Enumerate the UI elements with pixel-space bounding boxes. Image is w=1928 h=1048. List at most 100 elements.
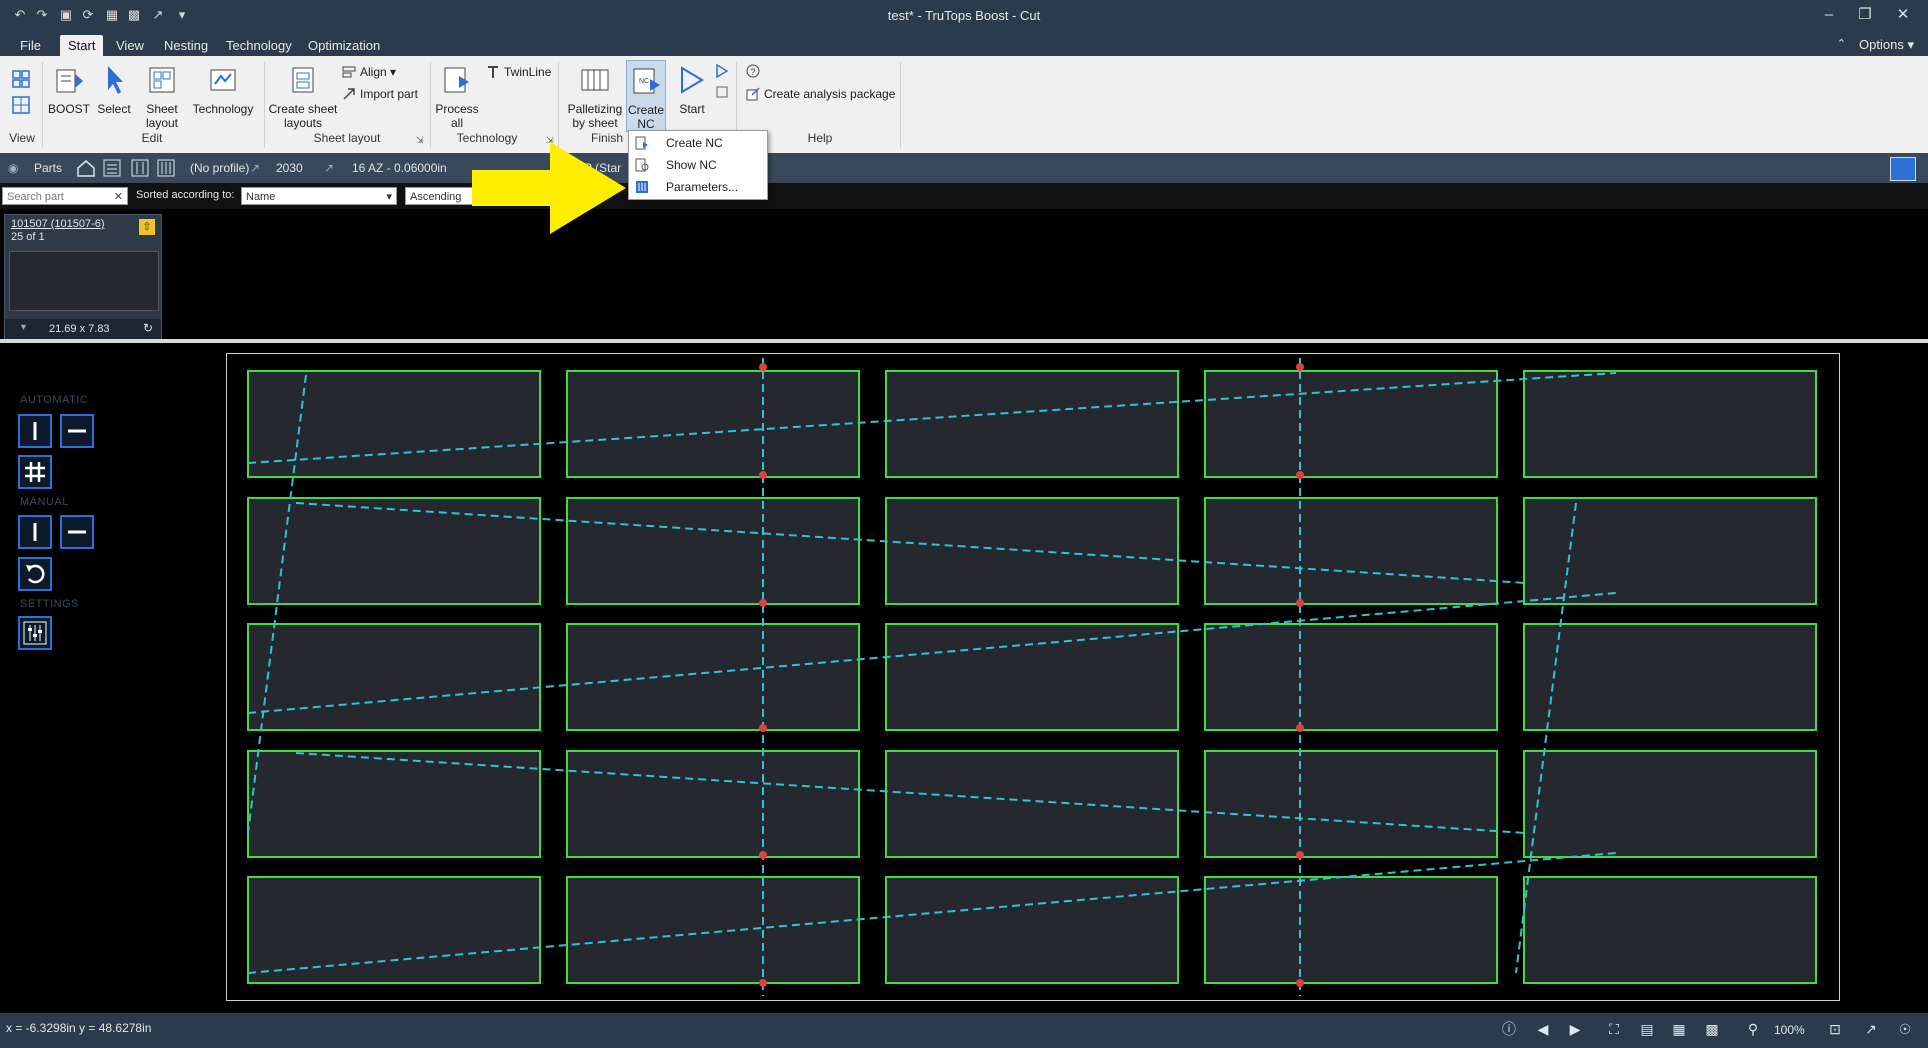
select-button[interactable]: Select (94, 64, 134, 116)
play-small-icon[interactable] (716, 64, 728, 78)
nested-part[interactable] (247, 876, 541, 984)
part-name[interactable]: 101507 (101507-6) (11, 218, 105, 230)
help-icon[interactable]: ? (746, 64, 760, 78)
align-button[interactable]: Align ▾ (342, 64, 396, 80)
profile-value[interactable]: (No profile) (190, 161, 250, 175)
sheet-layout-button[interactable]: Sheet layout (140, 64, 184, 130)
nested-part[interactable] (885, 623, 1179, 731)
parts-collapse-icon[interactable]: ◉ (8, 161, 19, 175)
palletizing-button[interactable]: Palletizing by sheet (564, 64, 626, 130)
tab-start[interactable]: Start (60, 35, 104, 56)
previous-icon[interactable]: ◀ (1537, 1021, 1549, 1037)
measure-icon[interactable]: ↗ (152, 7, 164, 22)
machine-link-icon[interactable]: ↗ (324, 161, 335, 175)
nested-part[interactable] (885, 496, 1179, 605)
tab-file[interactable]: File (20, 38, 41, 53)
nested-part[interactable] (885, 370, 1179, 478)
import-part-button[interactable]: Import part (342, 86, 418, 102)
twinline-button[interactable]: TwinLine (486, 64, 551, 80)
technology-button[interactable]: Technology (190, 64, 256, 116)
panel-toggle-icon[interactable] (1890, 157, 1916, 181)
layout-icon[interactable]: ▩ (127, 7, 141, 22)
undo-icon[interactable]: ↶ (14, 7, 26, 22)
nested-part[interactable] (566, 370, 860, 478)
redo-icon[interactable]: ↷ (36, 7, 48, 22)
manual-horizontal-button[interactable] (60, 515, 94, 549)
undo-cut-button[interactable] (18, 557, 52, 591)
info-icon[interactable]: ⓘ (1502, 1021, 1516, 1037)
part-card[interactable]: 101507 (101507-6) 25 of 1 ⇧ ▾ 21.69 x 7.… (4, 214, 162, 340)
collapse-ribbon-icon[interactable]: ⌃ (1836, 38, 1846, 50)
fit-parts-icon[interactable]: ⛶ (1609, 1021, 1619, 1037)
rotate-icon[interactable]: ↻ (143, 321, 154, 335)
start-button[interactable]: Start (674, 64, 710, 116)
boost-button[interactable]: BOOST (48, 64, 90, 116)
nested-part[interactable] (1204, 496, 1498, 605)
nested-part[interactable] (1204, 876, 1498, 984)
nested-part[interactable] (885, 876, 1179, 984)
menu-item-parameters[interactable]: Parameters... (629, 177, 767, 197)
nested-part[interactable] (566, 496, 860, 605)
nested-part[interactable] (247, 749, 541, 858)
grid-icon[interactable]: ▦ (105, 7, 119, 22)
grid-split-button[interactable] (18, 455, 52, 489)
measure-tool-icon[interactable]: ⊡ (1829, 1021, 1841, 1037)
chart-view-icon[interactable]: ▤ (1640, 1021, 1654, 1037)
horizontal-split-button[interactable] (60, 414, 94, 448)
sheet[interactable] (226, 353, 1840, 1001)
nested-part[interactable] (566, 749, 860, 858)
tools-icon[interactable] (156, 158, 176, 178)
nested-part[interactable] (566, 623, 860, 731)
view-grid-icon[interactable] (12, 70, 30, 88)
nested-part[interactable] (1523, 370, 1817, 478)
settings-button[interactable] (18, 616, 52, 650)
material-value[interactable]: 16 AZ - 0.06000in (352, 161, 447, 175)
panel-divider[interactable] (0, 339, 1928, 343)
minimize-icon[interactable]: – (1824, 6, 1834, 23)
profile-link-icon[interactable]: ↗ (250, 161, 261, 175)
nested-part[interactable] (1204, 623, 1498, 731)
parts-label[interactable]: Parts (34, 161, 63, 175)
sort-field-select[interactable]: Name ▾ (241, 187, 397, 205)
tab-technology[interactable]: Technology (226, 38, 292, 53)
view-list-icon[interactable] (12, 96, 30, 114)
options-menu[interactable]: Options ▾ (1859, 37, 1914, 52)
nested-part[interactable] (247, 370, 541, 478)
restore-icon[interactable]: ❐ (1858, 6, 1872, 23)
nested-part[interactable] (247, 496, 541, 605)
menu-item-show-nc[interactable]: Show NC (629, 155, 767, 175)
close-icon[interactable]: ✕ (1896, 6, 1910, 23)
nested-part[interactable] (1523, 496, 1817, 605)
manual-vertical-button[interactable] (18, 515, 52, 549)
create-sheet-layouts-button[interactable]: Create sheet layouts (268, 64, 338, 130)
technology-launcher-icon[interactable]: ⇲ (546, 135, 554, 145)
zoom-level[interactable]: 100% (1774, 1023, 1805, 1037)
sort-order-select[interactable]: Ascending (405, 187, 477, 205)
home-icon[interactable] (76, 158, 96, 178)
next-icon[interactable]: ▶ (1569, 1021, 1581, 1037)
stop-icon[interactable] (716, 86, 728, 98)
nested-part[interactable] (1204, 749, 1498, 858)
save-icon[interactable]: ▣ (59, 7, 73, 22)
clear-search-icon[interactable]: ✕ (113, 191, 123, 203)
nested-part[interactable] (1523, 623, 1817, 731)
search-part-input[interactable]: Search part ✕ (2, 187, 128, 205)
tab-optimization[interactable]: Optimization (308, 38, 381, 53)
nested-part[interactable] (247, 623, 541, 731)
nested-part[interactable] (566, 876, 860, 984)
refresh-icon[interactable]: ⟳ (82, 7, 94, 22)
zoom-icon[interactable]: ⚲ (1747, 1021, 1759, 1037)
expand-view-icon[interactable]: ↗ (1865, 1021, 1877, 1037)
tab-nesting[interactable]: Nesting (164, 38, 209, 53)
nested-part[interactable] (1523, 876, 1817, 984)
settings-circle-icon[interactable]: ☉ (1898, 1021, 1912, 1037)
nested-part[interactable] (1523, 749, 1817, 858)
customize-icon[interactable]: ▾ (178, 7, 186, 22)
machine-value[interactable]: 2030 (276, 161, 303, 175)
machine-settings-icon[interactable] (130, 158, 150, 178)
priority-icon[interactable]: ⇧ (139, 219, 155, 235)
menu-item-create-nc[interactable]: Create NC (629, 133, 767, 153)
nested-part[interactable] (885, 749, 1179, 858)
vertical-split-button[interactable] (18, 414, 52, 448)
tab-view[interactable]: View (116, 38, 144, 53)
